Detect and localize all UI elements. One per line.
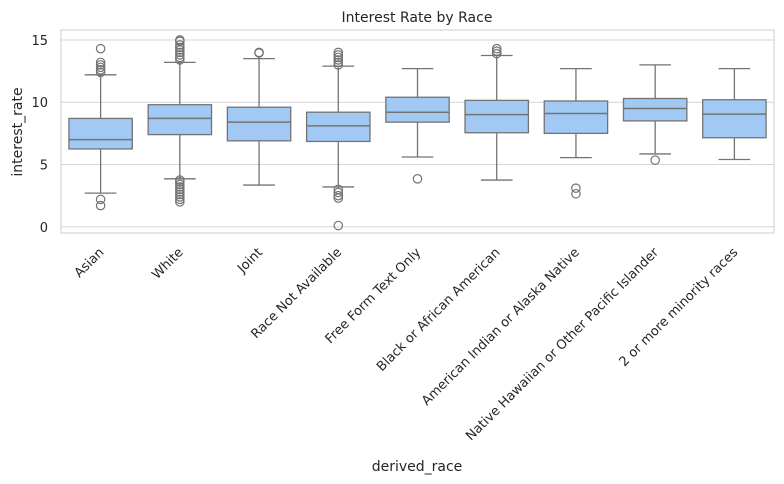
outlier-point (333, 57, 344, 68)
iqr-box (622, 97, 688, 122)
outlier-point (175, 192, 185, 202)
outlier-point (95, 200, 106, 211)
outlier-point (95, 60, 106, 70)
outlier-point (333, 190, 344, 201)
x-tick-label: White (149, 245, 186, 282)
outlier-point (175, 35, 185, 45)
outlier-point (175, 184, 185, 195)
outlier-point (571, 183, 581, 193)
x-tick-label: Asian (72, 245, 108, 281)
outlier-point (175, 47, 185, 58)
x-tick-label: American Indian or Alaska Native (419, 245, 583, 409)
outlier-point (175, 40, 185, 50)
outlier-point (175, 50, 185, 60)
iqr-box (226, 106, 292, 142)
outlier-point (95, 65, 106, 75)
outlier-point (175, 182, 185, 192)
iqr-box (543, 100, 609, 135)
outlier-point (175, 197, 185, 207)
outlier-point (333, 220, 344, 231)
outlier-point (175, 194, 185, 205)
outlier-point (333, 55, 344, 65)
iqr-box (385, 96, 450, 123)
y-tick-label: 5 (40, 159, 48, 174)
outlier-point (175, 42, 185, 53)
outlier-point (571, 188, 581, 199)
iqr-box (68, 117, 133, 150)
outlier-point (333, 47, 344, 58)
outlier-point (333, 52, 344, 63)
outlier-point (650, 155, 660, 165)
outlier-point (95, 57, 106, 68)
iqr-box (147, 104, 213, 136)
iqr-box (702, 99, 767, 139)
outlier-point (95, 194, 106, 205)
x-axis-label: derived_race (372, 459, 463, 475)
outlier-point (175, 175, 185, 185)
y-axis-label: interest_rate (10, 87, 26, 176)
y-tick-label: 0 (40, 221, 48, 236)
outlier-point (175, 189, 185, 200)
outlier-point (333, 187, 344, 198)
iqr-box (305, 111, 371, 143)
outlier-point (175, 179, 185, 190)
outlier-point (491, 43, 502, 54)
outlier-point (412, 174, 423, 184)
outlier-point (333, 184, 344, 195)
y-tick-label: 15 (31, 34, 48, 49)
y-tick-label: 10 (31, 96, 48, 111)
plot-frame (60, 29, 775, 234)
outlier-point (491, 46, 502, 56)
outlier-point (175, 187, 185, 197)
outlier-point (95, 43, 106, 54)
outlier-point (254, 48, 264, 58)
outlier-point (333, 50, 344, 60)
chart-title: Interest Rate by Race (342, 10, 493, 26)
outlier-point (333, 60, 344, 70)
outlier-point (95, 62, 106, 73)
iqr-box (464, 99, 530, 134)
x-tick-label: Joint (234, 245, 266, 277)
outlier-point (175, 55, 185, 65)
outlier-point (175, 52, 185, 63)
outlier-point (491, 48, 502, 59)
outlier-point (95, 67, 106, 78)
